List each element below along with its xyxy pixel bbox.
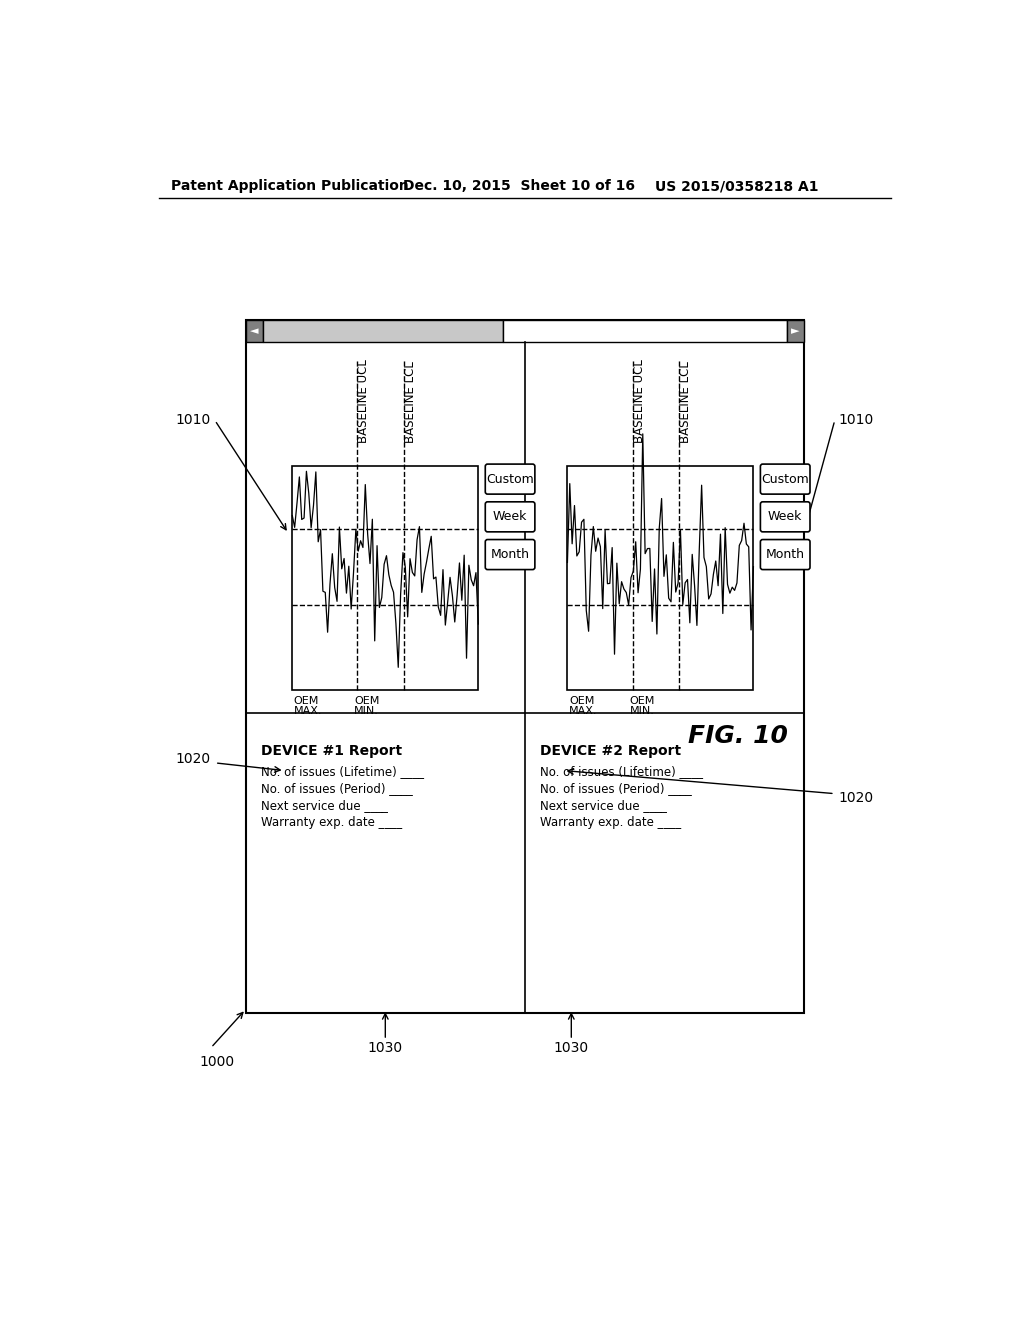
Text: OEM: OEM [630, 696, 654, 706]
Text: Month: Month [766, 548, 805, 561]
FancyBboxPatch shape [761, 465, 810, 494]
Text: MIN.: MIN. [630, 706, 654, 715]
Text: BASELINE UCL: BASELINE UCL [357, 359, 371, 444]
Text: Month: Month [490, 548, 529, 561]
Text: BASELINE UCL: BASELINE UCL [633, 359, 645, 444]
Text: Custom: Custom [486, 473, 534, 486]
Text: BASELINE LCL: BASELINE LCL [403, 362, 417, 444]
Text: 1030: 1030 [368, 1040, 402, 1055]
Text: Week: Week [768, 511, 803, 523]
Text: MAX.: MAX. [569, 706, 597, 715]
Text: Warranty exp. date ____: Warranty exp. date ____ [261, 816, 402, 829]
FancyBboxPatch shape [485, 465, 535, 494]
Text: DEVICE #2 Report: DEVICE #2 Report [541, 743, 681, 758]
Text: 1000: 1000 [200, 1056, 234, 1069]
Text: Dec. 10, 2015  Sheet 10 of 16: Dec. 10, 2015 Sheet 10 of 16 [403, 180, 635, 193]
Text: 1020: 1020 [839, 791, 873, 804]
Text: Next service due ____: Next service due ____ [261, 799, 388, 812]
Text: Week: Week [493, 511, 527, 523]
Text: No. of issues (Lifetime) ____: No. of issues (Lifetime) ____ [541, 766, 703, 779]
Text: No. of issues (Lifetime) ____: No. of issues (Lifetime) ____ [261, 766, 424, 779]
Bar [786, 321, 804, 342]
Text: Next service due ____: Next service due ____ [541, 799, 668, 812]
Text: ◄: ◄ [250, 326, 259, 335]
Bar [292, 466, 478, 689]
Text: 1020: 1020 [176, 752, 211, 766]
Bar [246, 321, 263, 342]
FancyBboxPatch shape [485, 540, 535, 570]
FancyBboxPatch shape [761, 540, 810, 570]
Text: OEM: OEM [354, 696, 380, 706]
Text: Patent Application Publication: Patent Application Publication [171, 180, 409, 193]
Text: MAX.: MAX. [294, 706, 323, 715]
FancyBboxPatch shape [485, 502, 535, 532]
Text: 1010: 1010 [839, 413, 873, 428]
Text: DEVICE #1 Report: DEVICE #1 Report [261, 743, 402, 758]
Bar [246, 321, 804, 1014]
Text: No. of issues (Period) ____: No. of issues (Period) ____ [261, 781, 413, 795]
FancyBboxPatch shape [761, 502, 810, 532]
Text: OEM: OEM [569, 696, 594, 706]
Bar [567, 466, 754, 689]
Text: ►: ► [791, 326, 800, 335]
Text: 1030: 1030 [554, 1040, 589, 1055]
Text: MIN.: MIN. [354, 706, 379, 715]
Text: OEM: OEM [294, 696, 319, 706]
Text: BASELINE LCL: BASELINE LCL [679, 362, 692, 444]
Text: No. of issues (Period) ____: No. of issues (Period) ____ [541, 781, 692, 795]
Text: FIG. 10: FIG. 10 [688, 723, 788, 748]
Text: 1010: 1010 [176, 413, 211, 428]
Text: US 2015/0358218 A1: US 2015/0358218 A1 [655, 180, 818, 193]
Bar [503, 321, 786, 342]
Text: Warranty exp. date ____: Warranty exp. date ____ [541, 816, 681, 829]
Bar [263, 321, 503, 342]
Text: Custom: Custom [761, 473, 809, 486]
